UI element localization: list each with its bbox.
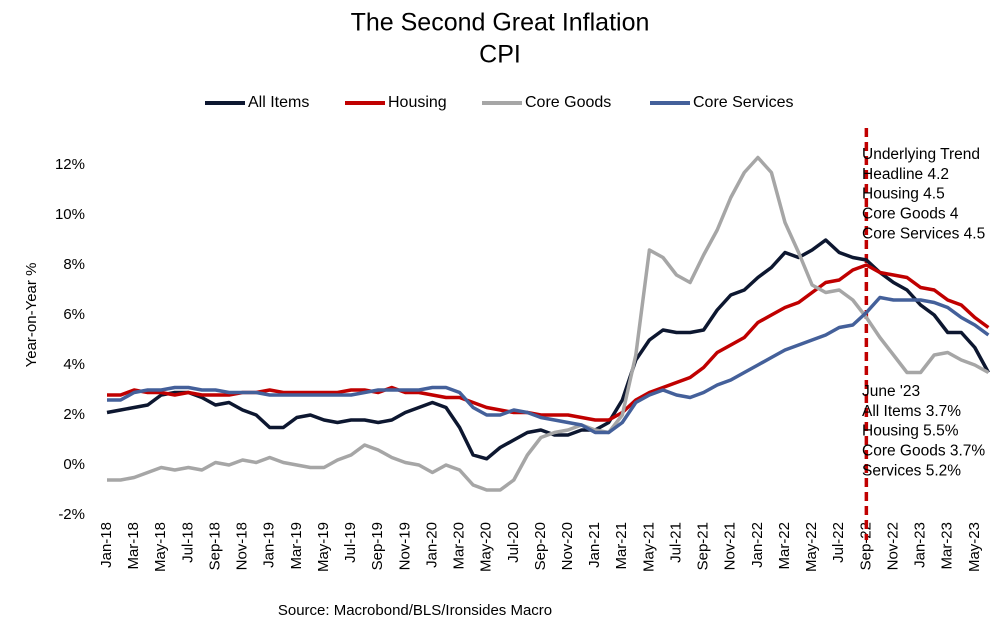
series-line bbox=[107, 263, 990, 422]
x-tick-label: Sep-22 bbox=[857, 522, 874, 570]
x-tick-label: Mar-23 bbox=[939, 522, 956, 570]
annotation: Core Services 4.5 bbox=[862, 225, 985, 242]
annotation: June '23 bbox=[862, 383, 920, 400]
series-line bbox=[106, 238, 990, 461]
annotation: Core Goods 3.7% bbox=[862, 442, 985, 459]
x-tick-label: Sep-20 bbox=[532, 522, 549, 570]
x-tick-label: May-19 bbox=[315, 522, 332, 572]
chart-subtitle: CPI bbox=[479, 41, 521, 69]
annotation: All Items 3.7% bbox=[862, 403, 961, 420]
x-tick-label: Mar-20 bbox=[451, 522, 468, 570]
x-tick-label: Nov-20 bbox=[559, 522, 576, 570]
y-tick-label: 8% bbox=[63, 256, 85, 273]
annotation: Housing 5.5% bbox=[862, 423, 959, 440]
y-tick-label: 2% bbox=[63, 406, 85, 423]
x-tick-label: Nov-19 bbox=[396, 522, 413, 570]
x-tick-label: Jul-20 bbox=[505, 522, 522, 563]
y-tick-label: 6% bbox=[63, 306, 85, 323]
annotation: Services 5.2% bbox=[862, 462, 961, 479]
series-line bbox=[107, 295, 990, 435]
x-tick-label: Sep-21 bbox=[695, 522, 712, 570]
y-tick-label: 0% bbox=[63, 456, 85, 473]
annotation: Underlying Trend bbox=[862, 146, 980, 163]
source: Source: Macrobond/BLS/Ironsides Macro bbox=[278, 602, 552, 619]
annotation: Core Goods 4 bbox=[862, 205, 959, 222]
legend-label: All Items bbox=[248, 94, 309, 111]
x-tick-label: Jul-21 bbox=[667, 522, 684, 563]
annotation: Headline 4.2 bbox=[862, 166, 949, 183]
x-tick-label: Mar-18 bbox=[125, 522, 142, 570]
x-tick-label: Nov-22 bbox=[884, 522, 901, 570]
annotation: Housing 4.5 bbox=[862, 186, 945, 203]
x-tick-label: May-22 bbox=[803, 522, 820, 572]
x-tick-label: Nov-18 bbox=[234, 522, 251, 570]
x-tick-label: Jan-22 bbox=[749, 522, 766, 568]
x-tick-label: Mar-22 bbox=[776, 522, 793, 570]
x-tick-label: Mar-19 bbox=[288, 522, 305, 570]
x-tick-label: Nov-21 bbox=[722, 522, 739, 570]
x-tick-label: Sep-18 bbox=[206, 522, 223, 570]
legend-label: Housing bbox=[388, 94, 447, 111]
x-tick-label: Jan-19 bbox=[261, 522, 278, 568]
series-line bbox=[107, 155, 990, 492]
x-tick-label: May-20 bbox=[478, 522, 495, 572]
legend-label: Core Goods bbox=[525, 94, 611, 111]
x-tick-label: Jan-18 bbox=[98, 522, 115, 568]
y-tick-label: 4% bbox=[63, 356, 85, 373]
x-tick-label: Jan-21 bbox=[586, 522, 603, 568]
y-axis-label: Year-on-Year % bbox=[23, 263, 40, 368]
x-tick-label: Jul-22 bbox=[830, 522, 847, 563]
x-tick-label: May-21 bbox=[640, 522, 657, 572]
x-tick-label: May-18 bbox=[152, 522, 169, 572]
x-tick-label: Jan-20 bbox=[423, 522, 440, 568]
x-tick-label: Sep-19 bbox=[369, 522, 386, 570]
x-tick-label: Jul-19 bbox=[342, 522, 359, 563]
chart-title: The Second Great Inflation bbox=[351, 9, 650, 37]
y-tick-label: 12% bbox=[55, 156, 85, 173]
x-tick-label: Jan-23 bbox=[912, 522, 929, 568]
legend-label: Core Services bbox=[693, 94, 793, 111]
y-tick-label: 10% bbox=[55, 206, 85, 223]
x-tick-label: May-23 bbox=[966, 522, 983, 572]
x-tick-label: Jul-18 bbox=[179, 522, 196, 563]
y-tick-label: -2% bbox=[58, 506, 85, 523]
x-tick-label: Mar-21 bbox=[613, 522, 630, 570]
